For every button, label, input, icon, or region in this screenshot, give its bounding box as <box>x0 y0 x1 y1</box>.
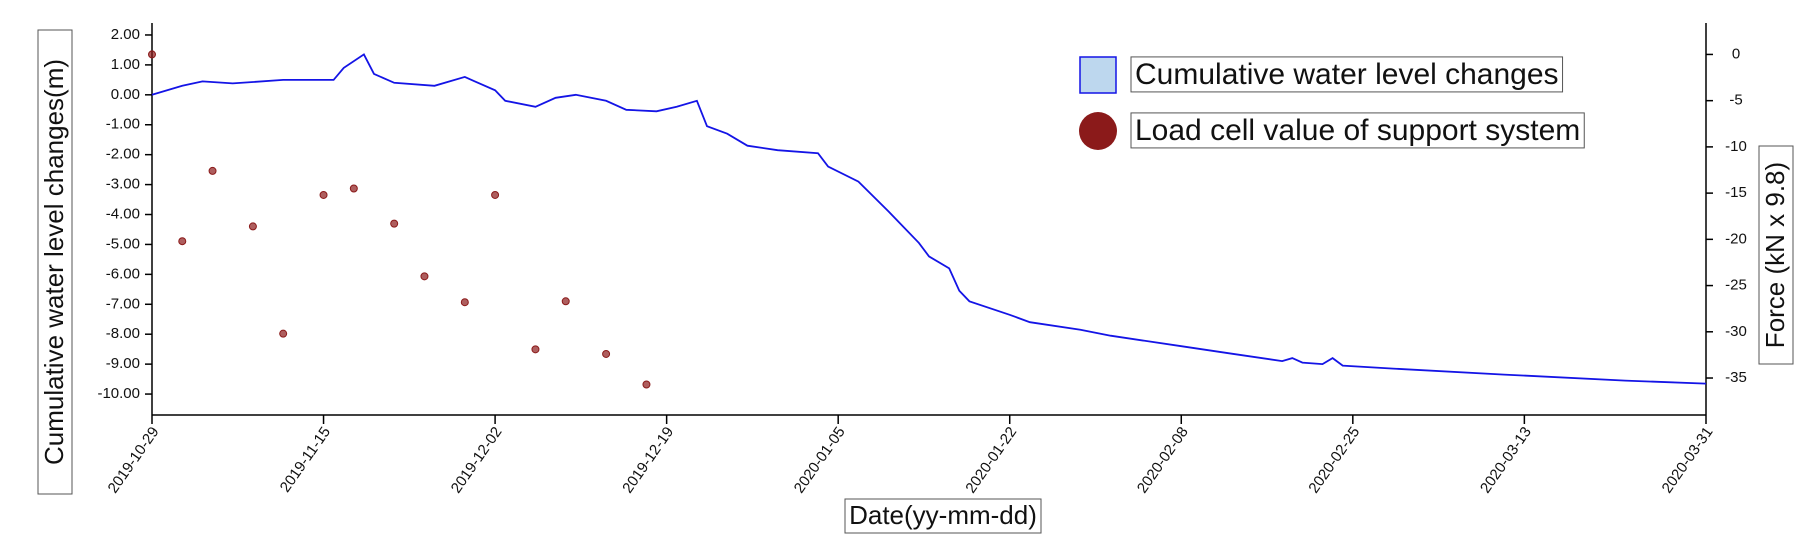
legend-label-box <box>1130 112 1585 149</box>
y-tick-label: -8.00 <box>106 325 140 342</box>
y-tick-label: -6.00 <box>106 265 140 282</box>
y2-tick-label: -35 <box>1725 369 1747 386</box>
y-axis-title: Cumulative water level changes(m) <box>39 59 69 465</box>
y-tick-label: -7.00 <box>106 295 140 312</box>
x-axis-title-box <box>844 498 1042 534</box>
x-axis-title: Date(yy-mm-dd) <box>849 500 1037 530</box>
point <box>178 237 187 246</box>
x-tick-label: 2020-03-31 <box>1659 424 1717 497</box>
y2-tick-label: -30 <box>1725 323 1747 340</box>
y-tick-label: 1.00 <box>111 56 140 73</box>
legend-label: Load cell value of support system <box>1135 114 1580 147</box>
y-tick-label: -9.00 <box>106 355 140 372</box>
legend-swatch <box>1079 112 1117 150</box>
y-tick-label: -5.00 <box>106 235 140 252</box>
x-tick-label: 2020-01-05 <box>791 424 849 497</box>
point <box>561 297 570 306</box>
y-axis-title-box <box>37 29 73 495</box>
y-tick-label: -1.00 <box>106 116 140 133</box>
legend-label-box <box>1130 56 1564 93</box>
y2-axis-title: Force (kN x 9.8) <box>1760 162 1790 348</box>
y2-tick-label: 0 <box>1732 45 1740 62</box>
x-tick-label: 2020-01-22 <box>962 424 1020 497</box>
x-tick-label: 2019-12-02 <box>448 424 506 497</box>
point <box>248 222 257 231</box>
point <box>349 184 358 193</box>
y-tick-label: -2.00 <box>106 146 140 163</box>
x-tick-label: 2019-11-15 <box>277 424 334 496</box>
y2-tick-label: -15 <box>1725 184 1747 201</box>
point <box>642 380 651 389</box>
x-tick-label: 2019-12-19 <box>619 424 677 497</box>
point <box>148 50 156 59</box>
legend-label: Cumulative water level changes <box>1135 58 1559 91</box>
y2-tick-label: -5 <box>1729 92 1742 109</box>
x-tick-label: 2020-02-08 <box>1134 424 1192 497</box>
x-tick-label: 2020-03-13 <box>1477 424 1535 497</box>
y2-tick-label: -20 <box>1725 230 1747 247</box>
point <box>602 349 611 358</box>
point <box>279 329 288 338</box>
y-tick-label: 0.00 <box>111 86 140 103</box>
point <box>420 272 429 281</box>
y-tick-label: -4.00 <box>106 205 140 222</box>
y2-tick-label: -10 <box>1725 138 1747 155</box>
x-tick-label: 2019-10-29 <box>105 424 163 497</box>
legend-swatch <box>1079 56 1117 94</box>
y-tick-label: 2.00 <box>111 26 140 43</box>
line <box>151 53 1707 385</box>
y-tick-label: -3.00 <box>106 176 140 193</box>
point <box>390 219 399 228</box>
point <box>208 166 217 175</box>
point <box>491 190 500 199</box>
y2-axis-title-box <box>1758 145 1794 365</box>
point <box>460 298 469 307</box>
point <box>319 190 328 199</box>
point <box>531 345 540 354</box>
y2-tick-label: -25 <box>1725 277 1747 294</box>
x-tick-label: 2020-02-25 <box>1305 424 1363 497</box>
y-tick-label: -10.00 <box>97 385 140 402</box>
